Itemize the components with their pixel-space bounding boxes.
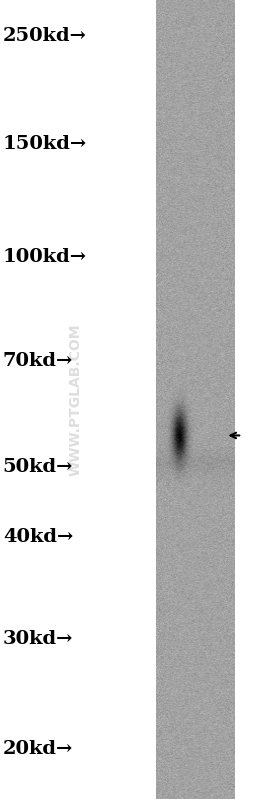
Text: 250kd→: 250kd→ bbox=[3, 27, 87, 45]
Text: 30kd→: 30kd→ bbox=[3, 630, 73, 648]
Text: WWW.PTGLAB.COM: WWW.PTGLAB.COM bbox=[69, 324, 83, 475]
Text: 20kd→: 20kd→ bbox=[3, 741, 73, 758]
Text: 50kd→: 50kd→ bbox=[3, 459, 73, 476]
Text: 70kd→: 70kd→ bbox=[3, 352, 73, 370]
Text: 40kd→: 40kd→ bbox=[3, 528, 73, 546]
Text: 150kd→: 150kd→ bbox=[3, 135, 87, 153]
Text: 100kd→: 100kd→ bbox=[3, 248, 87, 266]
